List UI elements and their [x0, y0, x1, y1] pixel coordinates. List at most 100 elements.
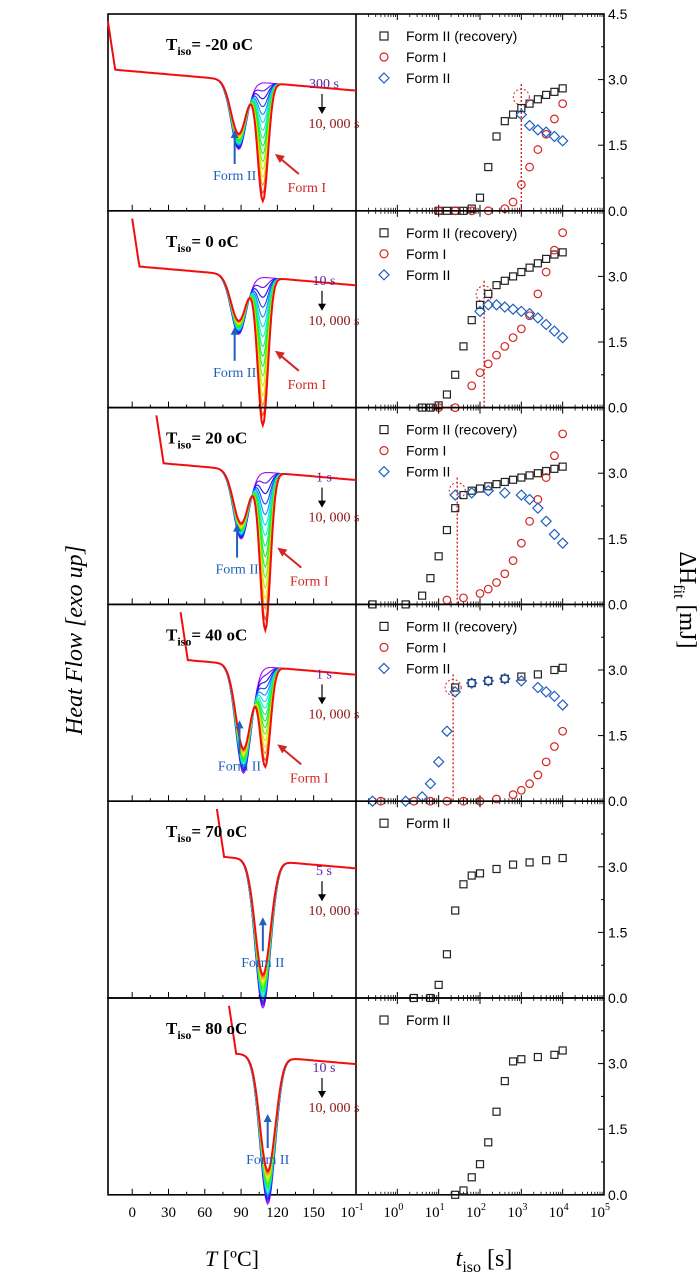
legend: Form II (recovery) Form I Form II — [378, 422, 517, 480]
log-base: 10 — [507, 1205, 522, 1221]
form1-arrow — [282, 748, 302, 766]
dsc-x-tick-label: 30 — [161, 1205, 176, 1221]
form1-arrow-head — [277, 547, 288, 557]
series-form-ii-recovery- — [451, 663, 567, 692]
data-point — [532, 502, 544, 515]
data-point — [500, 1076, 509, 1086]
legend: Form II (recovery) Form I Form II — [378, 225, 517, 283]
time-start-label: 10 s — [313, 1061, 336, 1076]
data-point — [442, 595, 452, 605]
data-point — [507, 303, 519, 316]
data-point — [474, 305, 486, 318]
data-point — [550, 250, 559, 259]
legend-label: Form II — [406, 464, 450, 480]
data-point — [442, 390, 452, 399]
data-point — [516, 785, 526, 795]
data-point — [492, 864, 501, 874]
data-point — [459, 1186, 468, 1195]
data-point — [492, 578, 501, 587]
data-point — [467, 1173, 476, 1182]
tiso-subscript: iso — [177, 44, 191, 58]
y-axis-right-label: ΔHfit [mJ] — [670, 552, 698, 649]
time-arrow-head — [318, 107, 326, 114]
data-point — [418, 591, 427, 600]
data-point — [532, 681, 544, 694]
data-point — [459, 342, 468, 351]
data-point — [515, 489, 528, 501]
legend-label: Form II — [406, 70, 450, 86]
data-point — [558, 248, 567, 257]
series-form-ii — [515, 108, 569, 147]
kinetics-plot: 0.0 1.5 3.0 Form II (recovery) Form I Form II — [355, 603, 628, 809]
time-end-label: 10, 000 s — [309, 117, 360, 132]
y-axis-left-label: Heat Flow [exo up] — [62, 545, 88, 736]
data-point — [426, 574, 435, 583]
form2-arrow-head — [263, 1114, 272, 1122]
y-tick-label: 0.0 — [608, 990, 628, 1006]
y-tick-label: 1.5 — [608, 1121, 628, 1137]
data-point — [525, 311, 534, 321]
form2-label: Form II — [241, 956, 285, 971]
log-base: 10 — [590, 1205, 605, 1221]
dsc-plot: Tiso= 70 oC 5 s 10, 000 s Form II — [131, 808, 359, 1009]
data-point — [558, 84, 567, 93]
data-point — [500, 674, 509, 683]
data-point — [542, 856, 551, 865]
data-point — [484, 162, 493, 172]
tiso-subscript: iso — [177, 634, 191, 648]
data-point — [490, 298, 503, 311]
data-point — [467, 871, 476, 880]
data-point — [540, 126, 552, 138]
legend-label: Form II — [406, 815, 450, 831]
data-point — [508, 790, 518, 800]
data-point — [399, 795, 412, 808]
log-exponent: 2 — [481, 1202, 486, 1213]
kinetics-plot: 0.0 1.5 3.0 Form II — [355, 997, 628, 1203]
data-point — [548, 130, 561, 143]
series-form-ii — [451, 1046, 567, 1199]
form2-label: Form II — [218, 759, 262, 774]
data-point — [449, 489, 462, 501]
log-x-tick-label: 102 — [466, 1202, 486, 1221]
legend: Form II — [379, 815, 450, 831]
data-point — [500, 117, 509, 126]
data-point — [475, 193, 485, 202]
data-point — [498, 301, 511, 313]
y-tick-label: 1.5 — [608, 334, 628, 350]
data-point — [550, 742, 559, 751]
data-point — [550, 451, 559, 461]
series-form-ii — [366, 672, 569, 808]
data-point — [475, 1160, 485, 1169]
data-point — [508, 556, 518, 566]
data-point — [434, 980, 443, 989]
y-tick-label: 0.0 — [608, 1187, 628, 1203]
data-point — [516, 538, 526, 548]
legend-marker — [378, 465, 390, 478]
data-point — [558, 462, 567, 471]
data-point — [498, 487, 511, 499]
tiso-symbol: T — [166, 429, 178, 448]
data-point — [451, 370, 460, 379]
data-point — [556, 331, 569, 344]
y-tick-label: 3.0 — [608, 465, 628, 481]
legend-label: Form I — [406, 443, 446, 459]
legend-marker — [379, 31, 389, 41]
data-point — [516, 324, 526, 334]
dsc-curve — [228, 1005, 357, 1177]
data-point — [508, 475, 518, 484]
data-point — [533, 289, 543, 299]
legend-marker — [379, 228, 389, 238]
data-point — [550, 114, 559, 124]
form1-label: Form I — [288, 378, 327, 393]
time-start-label: 1 s — [316, 471, 332, 486]
data-point — [451, 1190, 460, 1199]
data-point — [540, 686, 552, 698]
legend-label: Form II — [406, 267, 450, 283]
tiso-label: Tiso= 20 oC — [166, 429, 247, 452]
data-point — [556, 134, 569, 147]
data-point — [442, 525, 452, 535]
y-tick-label: 0.0 — [608, 400, 628, 416]
data-point — [500, 276, 509, 285]
data-point — [482, 675, 495, 687]
panel-3: Tiso= 20 oC 1 s 10, 000 s Form II Form I 0.0 1… — [107, 406, 628, 634]
